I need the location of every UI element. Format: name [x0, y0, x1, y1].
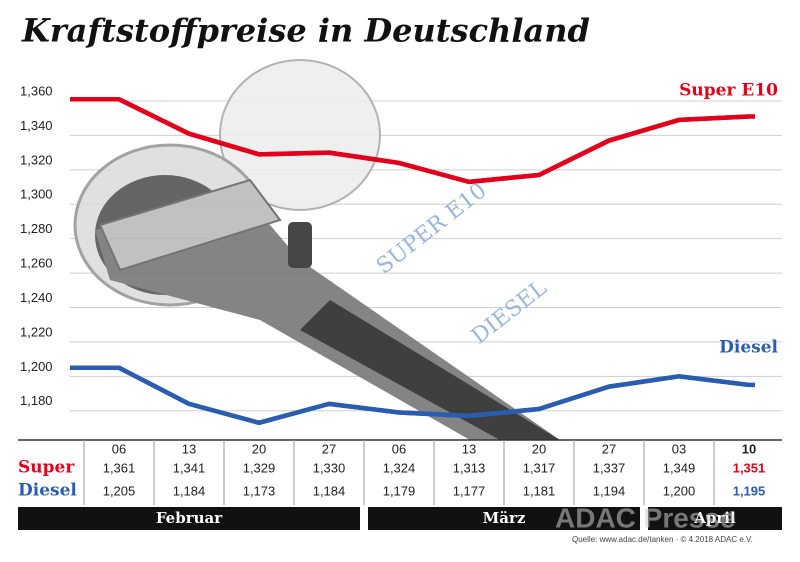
- value-label: 1,351: [733, 460, 766, 475]
- x-tick-label: 27: [322, 441, 336, 456]
- x-tick-label: 13: [182, 441, 196, 456]
- value-label: 1,177: [453, 483, 486, 498]
- x-tick-label: 20: [252, 441, 266, 456]
- y-tick-label: 1,360: [20, 83, 53, 98]
- y-tick-label: 1,240: [20, 290, 53, 305]
- x-tick-label: 06: [392, 441, 406, 456]
- y-tick-label: 1,260: [20, 256, 53, 271]
- month-bar: [648, 507, 782, 530]
- legend-label: Super E10: [679, 81, 778, 101]
- x-tick-label: 20: [532, 441, 546, 456]
- value-label: 1,337: [593, 460, 626, 475]
- series-line-extension: [70, 365, 755, 426]
- value-label: 1,313: [453, 460, 486, 475]
- month-bar: [368, 507, 640, 530]
- value-label: 1,330: [313, 460, 346, 475]
- x-tick-label: 03: [672, 441, 686, 456]
- x-tick-label: 06: [112, 441, 126, 456]
- value-label: 1,361: [103, 460, 136, 475]
- month-label: April: [693, 509, 736, 527]
- illustration: [73, 59, 560, 440]
- value-label: 1,181: [523, 483, 556, 498]
- y-tick-label: 1,200: [20, 359, 53, 374]
- value-label: 1,200: [663, 483, 696, 498]
- month-label: März: [483, 509, 526, 527]
- y-tick-label: 1,280: [20, 221, 53, 236]
- source: Quelle: www.adac.de/tanken · © 4.2018 AD…: [572, 535, 753, 544]
- series-line-extension: [70, 97, 755, 185]
- y-tick-label: 1,320: [20, 152, 53, 167]
- watermark: ADAC Presse: [555, 502, 736, 533]
- x-tick-label: 10: [742, 441, 756, 456]
- value-label: 1,179: [383, 483, 416, 498]
- value-label: 1,173: [243, 483, 276, 498]
- y-tick-label: 1,340: [20, 118, 53, 133]
- y-tick-label: 1,300: [20, 187, 53, 202]
- row-label: Super: [18, 458, 75, 478]
- value-label: 1,317: [523, 460, 556, 475]
- value-label: 1,341: [173, 460, 206, 475]
- x-tick-label: 13: [462, 441, 476, 456]
- value-label: 1,194: [593, 483, 626, 498]
- value-label: 1,184: [313, 483, 346, 498]
- row-label: Diesel: [18, 481, 77, 501]
- value-label: 1,184: [173, 483, 206, 498]
- value-label: 1,205: [103, 483, 136, 498]
- x-tick-label: 27: [602, 441, 616, 456]
- value-label: 1,349: [663, 460, 696, 475]
- legend-label: Diesel: [719, 338, 778, 358]
- month-bar: [18, 507, 360, 530]
- value-label: 1,329: [243, 460, 276, 475]
- value-label: 1,195: [733, 483, 766, 498]
- value-label: 1,324: [383, 460, 416, 475]
- chart-title: Kraftstoffpreise in Deutschland: [21, 12, 590, 50]
- month-label: Februar: [156, 509, 223, 527]
- y-tick-label: 1,180: [20, 393, 53, 408]
- y-tick-label: 1,220: [20, 324, 53, 339]
